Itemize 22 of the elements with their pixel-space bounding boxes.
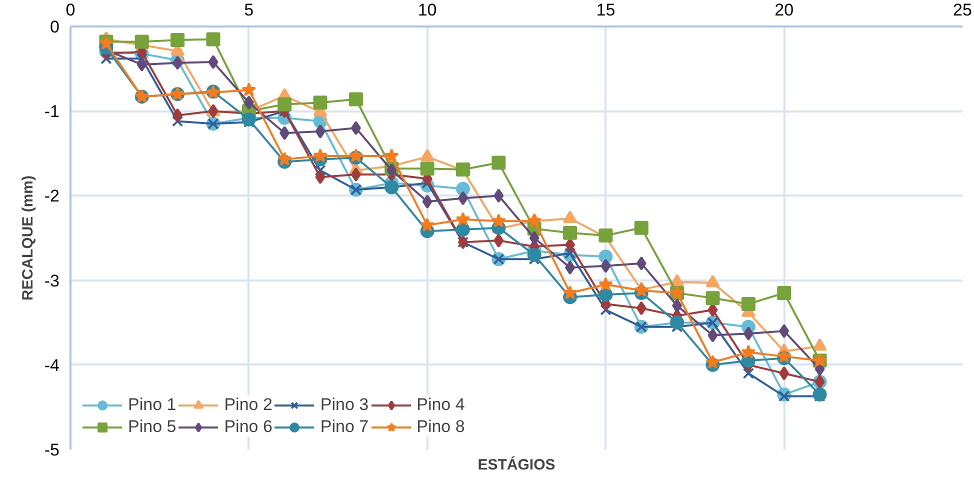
y-tick-label: -1: [44, 102, 60, 122]
x-axis-title: ESTÁGIOS: [478, 456, 556, 474]
x-tick-label: 20: [774, 0, 794, 20]
legend-label: Pino 5: [128, 417, 176, 437]
y-tick-label: 0: [50, 18, 60, 36]
x-tick-label: 10: [418, 0, 437, 20]
legend-label: Pino 2: [224, 395, 272, 415]
x-tick-label: 25: [953, 0, 972, 20]
y-tick-label: -2: [44, 186, 60, 206]
x-tick-label: 0: [66, 0, 76, 20]
y-axis-title: RECALQUE (mm): [19, 175, 36, 300]
legend-label: Pino 3: [320, 395, 369, 415]
x-tick-label: 5: [244, 0, 254, 20]
legend-label: Pino 7: [320, 417, 369, 437]
legend-label: Pino 4: [416, 395, 465, 415]
y-tick-label: -4: [44, 356, 60, 375]
y-tick-label: -3: [44, 271, 60, 290]
legend-label: Pino 8: [416, 417, 465, 437]
legend-label: Pino 1: [128, 395, 176, 415]
legend-label: Pino 6: [224, 417, 272, 437]
y-tick-label: -5: [44, 440, 60, 460]
x-tick-label: 15: [596, 0, 616, 20]
